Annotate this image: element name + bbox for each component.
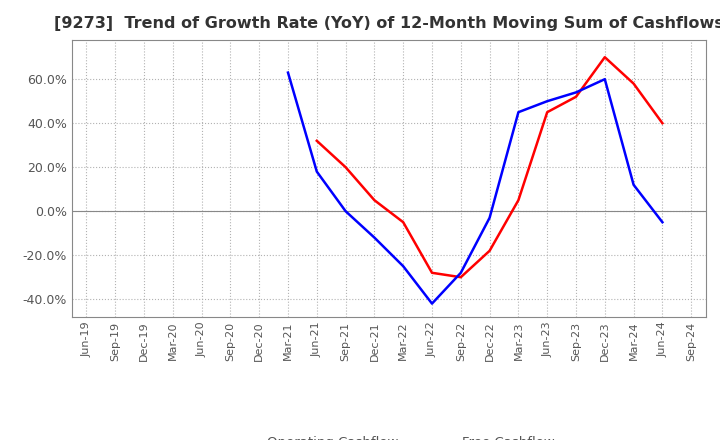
Free Cashflow: [370, 235, 379, 240]
Free Cashflow: [312, 169, 321, 174]
Line: Free Cashflow: Free Cashflow: [288, 73, 662, 304]
Line: Operating Cashflow: Operating Cashflow: [317, 57, 662, 277]
Operating Cashflow: [456, 275, 465, 280]
Free Cashflow: [341, 209, 350, 214]
Title: [9273]  Trend of Growth Rate (YoY) of 12-Month Moving Sum of Cashflows: [9273] Trend of Growth Rate (YoY) of 12-…: [54, 16, 720, 32]
Free Cashflow: [485, 215, 494, 220]
Operating Cashflow: [428, 270, 436, 275]
Operating Cashflow: [399, 220, 408, 225]
Free Cashflow: [428, 301, 436, 306]
Free Cashflow: [284, 70, 292, 75]
Free Cashflow: [658, 220, 667, 225]
Free Cashflow: [600, 77, 609, 82]
Free Cashflow: [399, 264, 408, 269]
Free Cashflow: [456, 270, 465, 275]
Free Cashflow: [514, 110, 523, 115]
Operating Cashflow: [341, 165, 350, 170]
Operating Cashflow: [600, 55, 609, 60]
Operating Cashflow: [572, 94, 580, 99]
Operating Cashflow: [370, 198, 379, 203]
Operating Cashflow: [629, 81, 638, 86]
Free Cashflow: [572, 90, 580, 95]
Operating Cashflow: [312, 138, 321, 143]
Operating Cashflow: [485, 248, 494, 253]
Legend: Operating Cashflow, Free Cashflow: Operating Cashflow, Free Cashflow: [218, 431, 559, 440]
Free Cashflow: [543, 99, 552, 104]
Operating Cashflow: [658, 121, 667, 126]
Operating Cashflow: [514, 198, 523, 203]
Operating Cashflow: [543, 110, 552, 115]
Free Cashflow: [629, 182, 638, 187]
